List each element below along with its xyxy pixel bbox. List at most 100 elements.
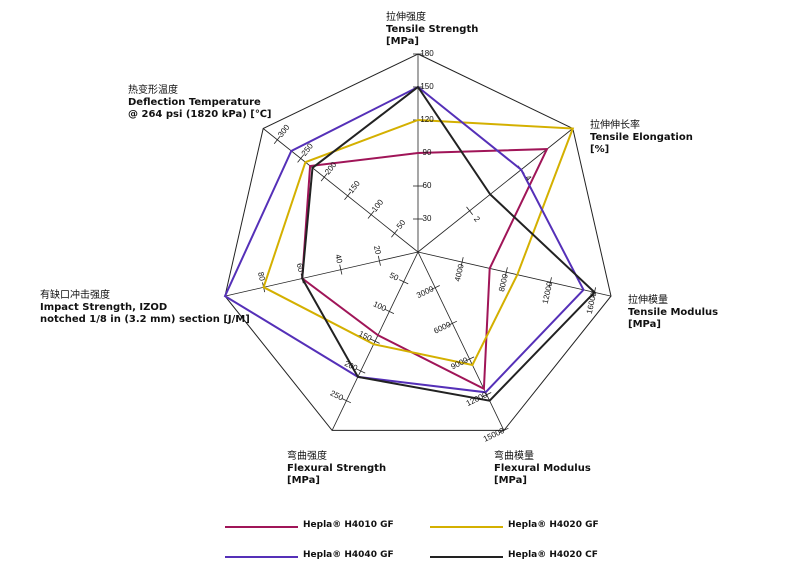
axis-label-tensile-modulus: 拉伸模量 Tensile Modulus [MPa] bbox=[628, 295, 718, 331]
axis-tick bbox=[273, 135, 281, 144]
axis-tick bbox=[548, 277, 552, 288]
axis-tick bbox=[320, 173, 328, 182]
axis-label-line: 热变形温度 bbox=[128, 85, 178, 96]
tick-label: 3000 bbox=[415, 284, 435, 300]
axis-label-impact-strength: 有缺口冲击强度 Impact Strength, IZOD notched 1/… bbox=[40, 290, 250, 326]
legend-swatch bbox=[225, 556, 298, 558]
axis-tick bbox=[356, 368, 366, 374]
tick-label: 120 bbox=[420, 115, 434, 124]
axis-tick bbox=[344, 191, 352, 201]
legend-item-h4020-cf: Hepla® H4020 CF bbox=[430, 550, 598, 564]
axis-label-flexural-modulus: 弯曲模量 Flexural Modulus [MPa] bbox=[494, 451, 591, 487]
legend-swatch bbox=[225, 526, 298, 528]
axis-label-line: 拉伸强度 bbox=[386, 12, 426, 23]
legend-item-h4020-gf: Hepla® H4020 GF bbox=[430, 520, 599, 534]
axis-label-tensile-elongation: 拉伸伸长率 Tensile Elongation [%] bbox=[590, 120, 693, 156]
series-line-3 bbox=[223, 85, 585, 394]
series-line-2 bbox=[262, 118, 575, 367]
axis-label-line: Impact Strength, IZOD bbox=[40, 302, 168, 313]
axis-label-line: [MPa] bbox=[386, 36, 419, 47]
tick-label: 2 bbox=[472, 215, 482, 225]
axis-label-line: Flexural Modulus bbox=[494, 463, 591, 474]
tick-label: 100 bbox=[370, 197, 386, 213]
radar-grid bbox=[224, 53, 612, 433]
legend-item-h4010-gf: Hepla® H4010 GF bbox=[225, 520, 394, 534]
axis-tick bbox=[339, 264, 343, 275]
axis-tick bbox=[399, 279, 409, 285]
legend-swatch bbox=[430, 556, 503, 558]
tick-label: 150 bbox=[347, 179, 363, 195]
axis-label-line: Deflection Temperature bbox=[128, 97, 261, 108]
legend-label: Hepla® H4020 CF bbox=[508, 550, 598, 560]
series-line-4 bbox=[301, 85, 596, 402]
tick-label: 200 bbox=[343, 359, 359, 373]
axis-tick bbox=[460, 257, 464, 267]
axis-tick bbox=[341, 398, 352, 404]
legend-swatch bbox=[430, 526, 503, 528]
axis-label-line: 拉伸伸长率 bbox=[590, 120, 640, 131]
tick-label: 100 bbox=[372, 299, 388, 313]
tick-label: 8000 bbox=[497, 273, 510, 293]
tick-label: 150 bbox=[420, 82, 434, 91]
axis-tick bbox=[482, 392, 492, 398]
axis-label-line: 有缺口冲击强度 bbox=[40, 290, 110, 301]
tick-label: 12000 bbox=[541, 280, 555, 304]
tick-label: 60 bbox=[295, 262, 306, 273]
axis-tick bbox=[297, 154, 305, 163]
tick-label: 12000 bbox=[465, 390, 489, 408]
legend-label: Hepla® H4040 GF bbox=[303, 550, 394, 560]
axis-spoke bbox=[417, 251, 612, 297]
legend-label: Hepla® H4010 GF bbox=[303, 520, 394, 530]
axis-label-line: [MPa] bbox=[494, 475, 527, 486]
axis-label-line: notched 1/8 in (3.2 mm) section [J/M] bbox=[40, 314, 250, 325]
axis-label-tensile-strength: 拉伸强度 Tensile Strength [MPa] bbox=[386, 12, 478, 48]
axis-label-line: 拉伸模量 bbox=[628, 295, 668, 306]
axis-label-flexural-strength: 弯曲强度 Flexural Strength [MPa] bbox=[287, 451, 386, 487]
axis-label-line: 弯曲模量 bbox=[494, 451, 534, 462]
tick-label: 80 bbox=[256, 271, 267, 282]
outer-frame bbox=[224, 53, 612, 431]
tick-label: 6000 bbox=[432, 320, 452, 336]
axis-label-deflection-temperature: 热变形温度 Deflection Temperature @ 264 psi (… bbox=[128, 85, 272, 121]
tick-label: 4000 bbox=[453, 262, 466, 282]
axis-tick bbox=[466, 206, 474, 216]
tick-label: 180 bbox=[420, 49, 434, 58]
tick-label: 30 bbox=[423, 214, 432, 223]
axis-tick bbox=[447, 320, 458, 326]
tick-label: 250 bbox=[300, 141, 316, 157]
axis-tick bbox=[370, 338, 380, 344]
axis-label-line: [MPa] bbox=[628, 319, 661, 330]
axis-spoke bbox=[262, 128, 419, 253]
tick-label: 50 bbox=[395, 218, 408, 231]
axis-label-line: [%] bbox=[590, 144, 610, 155]
tick-label: 300 bbox=[276, 123, 292, 139]
axis-tick bbox=[464, 356, 475, 362]
axis-label-line: 弯曲强度 bbox=[287, 451, 327, 462]
tick-label: 250 bbox=[329, 389, 345, 403]
axis-label-line: [MPa] bbox=[287, 475, 320, 486]
axis-tick bbox=[367, 210, 375, 219]
axis-tick bbox=[499, 427, 509, 433]
tick-label: 15000 bbox=[482, 426, 506, 444]
series-line-1 bbox=[301, 148, 549, 391]
tick-label: 16000 bbox=[585, 291, 599, 315]
axis-label-line: Tensile Strength bbox=[386, 24, 479, 35]
tick-label: 20 bbox=[372, 245, 383, 256]
tick-label: 90 bbox=[423, 148, 432, 157]
tick-label: 50 bbox=[388, 271, 400, 283]
series-layer bbox=[223, 85, 596, 402]
tick-label: 60 bbox=[423, 181, 432, 190]
axis-label-line: Tensile Modulus bbox=[628, 307, 719, 318]
legend-label: Hepla® H4020 GF bbox=[508, 520, 599, 530]
axis-tick bbox=[391, 229, 399, 238]
axis-label-line: Tensile Elongation bbox=[590, 132, 693, 143]
axis-tick bbox=[377, 255, 381, 266]
tick-label: 9000 bbox=[449, 355, 469, 371]
axis-tick bbox=[430, 285, 440, 291]
axis-tick bbox=[504, 267, 508, 278]
axis-tick bbox=[384, 308, 395, 314]
legend-item-h4040-gf: Hepla® H4040 GF bbox=[225, 550, 394, 564]
axis-label-line: @ 264 psi (1820 kPa) [℃] bbox=[128, 109, 272, 120]
axis-label-line: Flexural Strength bbox=[287, 463, 387, 474]
